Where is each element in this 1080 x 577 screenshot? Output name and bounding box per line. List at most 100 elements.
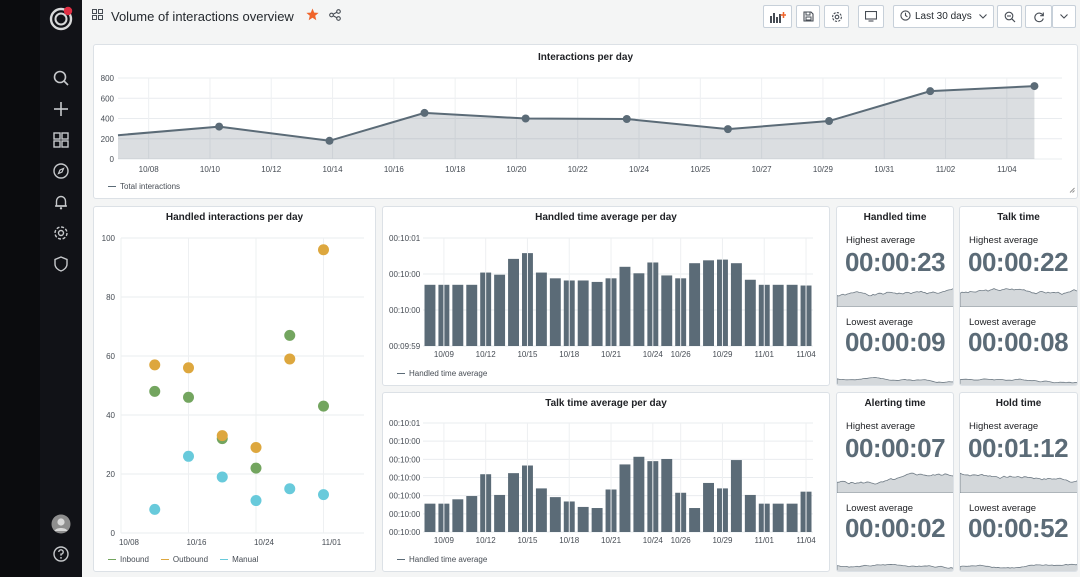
legend-item-outbound[interactable]: Outbound — [160, 555, 208, 564]
data-point — [622, 115, 631, 124]
lowest-sparkline — [837, 376, 953, 385]
search-icon[interactable] — [52, 69, 70, 87]
bar — [744, 494, 756, 532]
clock-icon — [900, 9, 911, 24]
plus-icon[interactable] — [52, 100, 70, 118]
resize-handle-icon[interactable] — [1069, 182, 1075, 196]
highest-sparkline — [837, 472, 953, 493]
shield-icon[interactable] — [52, 255, 70, 273]
x-tick-label: 10/09 — [434, 350, 455, 359]
scatter-point-outbound — [284, 353, 296, 365]
talk-time-stat-panel[interactable]: Talk time Highest average 00:00:22 Lowes… — [959, 206, 1078, 386]
bar — [549, 497, 561, 532]
bell-icon[interactable] — [52, 193, 70, 211]
y-tick-label: 00:10:01 — [389, 234, 421, 243]
bar — [466, 496, 478, 532]
bar — [508, 258, 519, 346]
chart-legend: Total interactions — [108, 182, 180, 191]
x-tick-label: 10/24 — [643, 350, 664, 359]
talk-time-average-panel[interactable]: Talk time average per day 00:10:00 00:10:… — [382, 392, 830, 572]
chevron-down-icon — [979, 11, 987, 22]
highest-value: 00:00:07 — [845, 433, 946, 463]
x-tick-label: 10/29 — [813, 165, 834, 174]
handled-interactions-panel[interactable]: Handled interactions per day 0 20 40 60 80 10… — [93, 206, 376, 572]
x-tick-label: 10/18 — [559, 536, 580, 545]
x-tick-label: 11/01 — [755, 536, 775, 545]
refresh-button[interactable] — [1025, 5, 1052, 28]
hold-time-stat-panel[interactable]: Hold time Highest average 00:01:12 Lowes… — [959, 392, 1078, 572]
x-tick-label: 10/15 — [517, 350, 538, 359]
bar — [772, 284, 784, 346]
y-tick-label: 200 — [101, 135, 115, 144]
add-panel-button[interactable] — [763, 5, 792, 28]
app-logo[interactable] — [48, 6, 74, 32]
sparkline-area — [960, 378, 1077, 385]
bar — [689, 263, 701, 346]
save-dashboard-button[interactable] — [796, 5, 820, 28]
x-tick-label: 10/29 — [712, 536, 733, 545]
interactions-per-day-panel[interactable]: Interactions per day 0 200 400 600 800 10/08 1… — [93, 44, 1078, 199]
y-tick-label: 00:10:00 — [389, 510, 421, 519]
compass-icon[interactable] — [52, 162, 70, 180]
handled-time-stat-panel[interactable]: Handled time Highest average 00:00:23 Lo… — [836, 206, 954, 386]
highest-sparkline — [837, 288, 953, 307]
scatter-point-inbound — [284, 329, 296, 341]
panel-title: Handled interactions per day — [165, 212, 304, 223]
y-tick-label: 00:10:00 — [389, 528, 421, 537]
legend-item-total[interactable]: Total interactions — [108, 182, 180, 191]
x-tick-label: 10/15 — [517, 536, 538, 545]
x-tick-label: 10/18 — [445, 165, 466, 174]
x-tick-label: 10/14 — [323, 165, 344, 174]
bar — [744, 279, 756, 346]
time-range-picker[interactable]: Last 30 days — [893, 5, 994, 28]
scatter-point-inbound — [250, 462, 262, 474]
legend-item-inbound[interactable]: Inbound — [108, 555, 149, 564]
y-tick-label: 40 — [106, 411, 115, 420]
panel-title: Interactions per day — [537, 52, 634, 63]
bar — [494, 494, 506, 532]
scatter-point-outbound — [183, 362, 194, 374]
time-range-label: Last 30 days — [915, 11, 972, 22]
dashboard-settings-button[interactable] — [824, 5, 849, 28]
legend-item-manual[interactable]: Manual — [220, 555, 258, 564]
avatar[interactable] — [51, 514, 71, 534]
page-title[interactable]: Volume of interactions overview — [111, 8, 294, 24]
y-tick-label: 00:10:00 — [389, 492, 421, 501]
handled-time-average-panel[interactable]: Handled time average per day 00:09:59 00:… — [382, 206, 830, 386]
dashboards-icon[interactable] — [52, 131, 70, 149]
y-tick-label: 00:10:01 — [389, 419, 421, 428]
gear-icon[interactable] — [52, 224, 70, 242]
highest-value: 00:00:23 — [845, 247, 946, 277]
refresh-interval-dropdown[interactable] — [1052, 5, 1076, 28]
bar — [577, 506, 589, 532]
interactions-line-chart: 0 200 400 600 800 10/08 10/10 10/12 10/14 10/16 10… — [101, 74, 1062, 174]
panel-title: Talk time — [997, 212, 1040, 223]
data-point — [325, 136, 334, 145]
sparkline-area — [837, 472, 953, 493]
lowest-label: Lowest average — [969, 317, 1037, 328]
x-tick-label: 11/01 — [755, 350, 775, 359]
lowest-label: Lowest average — [846, 503, 914, 514]
x-tick-label: 10/10 — [200, 165, 221, 174]
panel-title: Hold time — [995, 398, 1042, 409]
alerting-time-stat-panel[interactable]: Alerting time Highest average 00:00:07 L… — [836, 392, 954, 572]
highest-label: Highest average — [969, 421, 1039, 432]
tv-mode-button[interactable] — [858, 5, 884, 28]
share-icon[interactable] — [328, 8, 341, 24]
x-tick-label: 10/09 — [434, 536, 455, 545]
x-tick-label: 11/04 — [796, 350, 816, 359]
legend-item-talk-time[interactable]: Handled time average — [397, 555, 487, 564]
star-icon[interactable] — [306, 8, 319, 24]
lowest-sparkline — [960, 378, 1077, 385]
x-tick-label: 10/24 — [254, 538, 275, 547]
data-point — [723, 125, 732, 134]
x-tick-label: 10/08 — [119, 538, 140, 547]
help-icon[interactable] — [52, 545, 70, 563]
x-tick-label: 10/12 — [476, 536, 497, 545]
x-tick-label: 10/21 — [601, 536, 622, 545]
scatter-point-outbound — [250, 441, 262, 453]
y-tick-label: 100 — [102, 234, 116, 243]
zoom-out-button[interactable] — [997, 5, 1022, 28]
legend-item-handled-time[interactable]: Handled time average — [397, 369, 487, 378]
y-tick-label: 00:10:00 — [389, 437, 421, 446]
